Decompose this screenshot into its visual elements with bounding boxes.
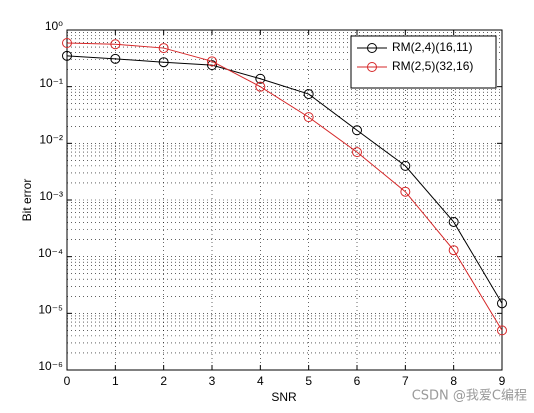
data-point — [497, 325, 507, 336]
y-tick-label: 10⁰ — [45, 19, 63, 33]
x-tick-label: 7 — [402, 374, 409, 388]
y-tick-label: 10⁻⁶ — [38, 359, 63, 373]
legend-label: RM(2,4)(16,11) — [392, 40, 472, 54]
data-point — [110, 53, 121, 64]
data-point — [62, 37, 72, 48]
data-point — [207, 56, 217, 67]
x-axis-label: SNR — [271, 390, 297, 404]
y-tick-label: 10⁻¹ — [39, 76, 63, 90]
x-tick-label: 1 — [112, 374, 119, 388]
data-point — [400, 160, 411, 171]
x-tick-label: 2 — [160, 374, 167, 388]
data-point — [62, 50, 72, 61]
data-point — [352, 147, 362, 158]
y-tick-label: 10⁻³ — [39, 189, 63, 203]
legend-marker — [367, 62, 377, 72]
watermark: CSDN @我爱C编程 — [412, 389, 527, 404]
data-point — [158, 57, 169, 68]
y-tick-label: 10⁻⁵ — [38, 303, 63, 317]
legend: RM(2,4)(16,11) RM(2,5)(32,16) — [350, 35, 497, 89]
x-tick-label: 9 — [499, 374, 506, 388]
plot-frame — [66, 29, 503, 371]
x-tick-label: 5 — [305, 374, 312, 388]
data-point — [400, 186, 411, 197]
y-axis-label: Bit error — [20, 179, 34, 222]
x-tick-label: 0 — [64, 374, 71, 388]
data-point — [110, 39, 121, 50]
data-point — [497, 298, 507, 309]
data-point — [352, 125, 362, 136]
data-point — [303, 112, 314, 123]
series-line — [66, 55, 503, 304]
y-tick-label: 10⁻⁴ — [38, 246, 63, 260]
x-tick-label: 3 — [209, 374, 216, 388]
y-tick-label: 10⁻² — [39, 133, 63, 147]
legend-marker — [367, 43, 377, 53]
series-line — [66, 42, 503, 331]
data-point — [255, 73, 266, 84]
x-tick-label: 6 — [354, 374, 361, 388]
data-point — [448, 245, 459, 256]
data-point — [207, 60, 217, 71]
data-point — [158, 43, 169, 54]
x-tick-label: 8 — [450, 374, 457, 388]
x-tick-label: 4 — [257, 374, 264, 388]
legend-label: RM(2,5)(32,16) — [392, 59, 473, 73]
data-point — [255, 81, 266, 92]
data-point — [303, 89, 314, 100]
data-point — [448, 216, 459, 227]
